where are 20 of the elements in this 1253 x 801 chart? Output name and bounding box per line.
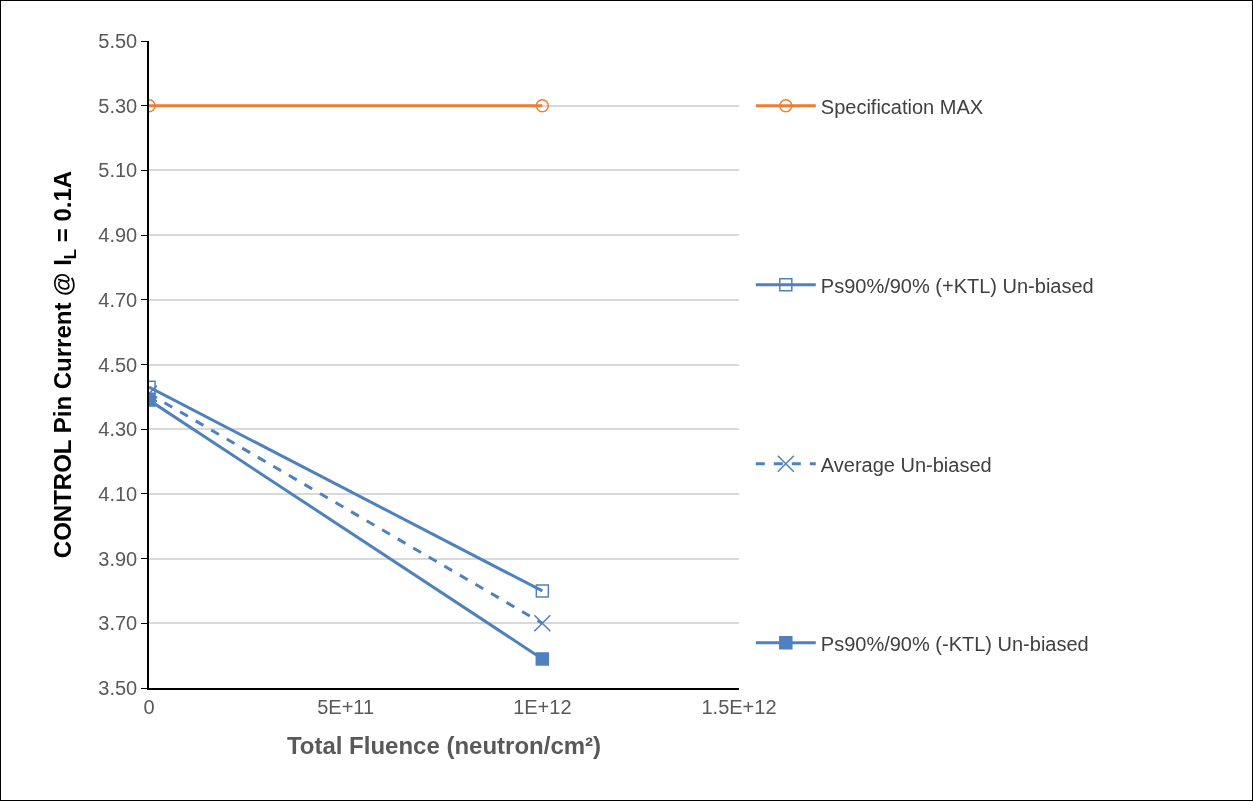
y-tick-label: 3.50 bbox=[98, 677, 138, 699]
x-axis-title: Total Fluence (neutron/cm²) bbox=[286, 731, 602, 759]
y-tick-label: 5.30 bbox=[98, 94, 138, 117]
y-tick-label: 3.90 bbox=[98, 547, 138, 570]
y-tick-label: 4.10 bbox=[98, 482, 138, 505]
y-tick-label: 4.30 bbox=[98, 418, 138, 441]
x-tick-label: 5E+11 bbox=[317, 695, 375, 718]
legend-label: Average Un-biased bbox=[820, 453, 992, 476]
y-tick-label: 4.90 bbox=[98, 224, 138, 247]
legend-label: Ps90%/90% (+KTL) Un-biased bbox=[820, 274, 1094, 297]
y-tick-label: 4.50 bbox=[98, 353, 138, 376]
x-tick-label: 1.5E+12 bbox=[701, 695, 777, 718]
y-tick-label: 4.70 bbox=[98, 288, 138, 311]
legend-label: Ps90%/90% (-KTL) Un-biased bbox=[820, 632, 1089, 655]
y-tick-label: 3.70 bbox=[98, 612, 138, 635]
x-tick-label: 1E+12 bbox=[513, 695, 572, 718]
y-tick-label: 5.50 bbox=[98, 30, 138, 52]
legend-label: Specification MAX bbox=[820, 95, 984, 118]
x-tick-label: 0 bbox=[143, 695, 155, 718]
y-tick-label: 5.10 bbox=[98, 159, 138, 182]
